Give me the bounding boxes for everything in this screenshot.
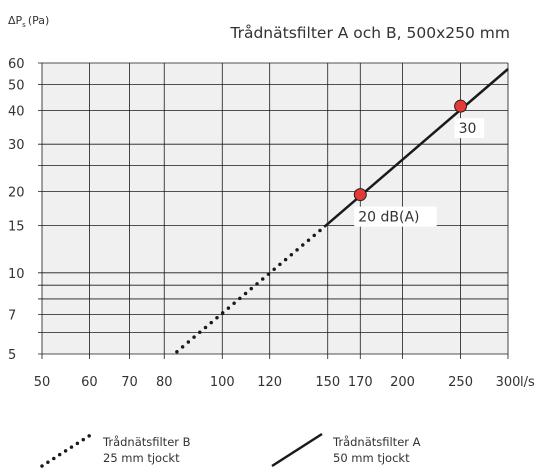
y-tick-label-7: 7 — [8, 309, 16, 324]
legend-item-a: Trådnätsfilter A 50 mm tjockt — [271, 432, 421, 468]
x-tick-labels: 50 60 70 80 100 120 150 170 200 250 300 — [34, 375, 521, 390]
x-tick-label-60: 60 — [81, 375, 98, 390]
legend: Trådnätsfilter B 25 mm tjockt Trådnätsfi… — [40, 432, 421, 468]
series-line-b — [175, 225, 326, 354]
legend-a-name: Trådnätsfilter A — [332, 435, 421, 449]
x-tick-label-150: 150 — [315, 375, 340, 390]
y-axis-label: ΔPs (Pa) — [8, 14, 49, 29]
legend-b-swatch — [40, 432, 94, 468]
svg-text:ΔPs(Pa): ΔPs (Pa) — [8, 14, 49, 29]
y-tick-labels: 5 7 10 15 20 30 40 50 60 — [8, 57, 25, 363]
y-tick-label-5: 5 — [8, 348, 16, 363]
y-tick-label-10: 10 — [8, 267, 25, 282]
x-tick-label-80: 80 — [156, 375, 173, 390]
y-tick-label-20: 20 — [8, 186, 25, 201]
data-point-label-bg-0 — [354, 206, 437, 227]
points-layer: 20 dB(A) 30 — [353, 99, 485, 227]
x-axis-unit: l/s — [520, 375, 535, 390]
legend-a-swatch — [271, 432, 323, 468]
y-axis-label-main: ΔP — [8, 14, 23, 27]
y-axis-label-unit: (Pa) — [28, 14, 49, 27]
x-tick-label-170: 170 — [348, 375, 373, 390]
data-point-label-0: 20 dB(A) — [358, 210, 419, 226]
x-tick-label-70: 70 — [121, 375, 138, 390]
y-tick-label-30: 30 — [8, 138, 25, 153]
plot-background — [42, 63, 508, 354]
y-tick-label-50: 50 — [8, 78, 25, 93]
legend-b-name: Trådnätsfilter B — [102, 435, 191, 449]
x-tick-label-100: 100 — [210, 375, 235, 390]
chart-title: Trådnätsfilter A och B, 500x250 mm — [229, 24, 510, 42]
legend-a-note: 50 mm tjockt — [333, 451, 410, 465]
x-tick-label-300: 300 — [496, 375, 521, 390]
x-tick-label-50: 50 — [34, 375, 51, 390]
data-point-1 — [454, 99, 468, 113]
x-tick-label-200: 200 — [390, 375, 415, 390]
data-point-0 — [353, 188, 367, 202]
series-layer — [175, 68, 509, 354]
y-axis-label-sub: s — [22, 21, 26, 29]
legend-item-b: Trådnätsfilter B 25 mm tjockt — [40, 432, 191, 468]
series-line-a — [323, 68, 509, 228]
x-tick-label-120: 120 — [257, 375, 282, 390]
data-point-label-bg-1 — [454, 118, 485, 139]
legend-b-note: 25 mm tjockt — [103, 451, 180, 465]
grid — [38, 62, 509, 359]
plot-area — [42, 63, 508, 354]
y-tick-label-15: 15 — [8, 219, 25, 234]
y-tick-label-60: 60 — [8, 57, 25, 72]
data-point-label-1: 30 — [459, 121, 477, 137]
x-tick-label-250: 250 — [448, 375, 473, 390]
y-tick-label-40: 40 — [8, 104, 25, 119]
